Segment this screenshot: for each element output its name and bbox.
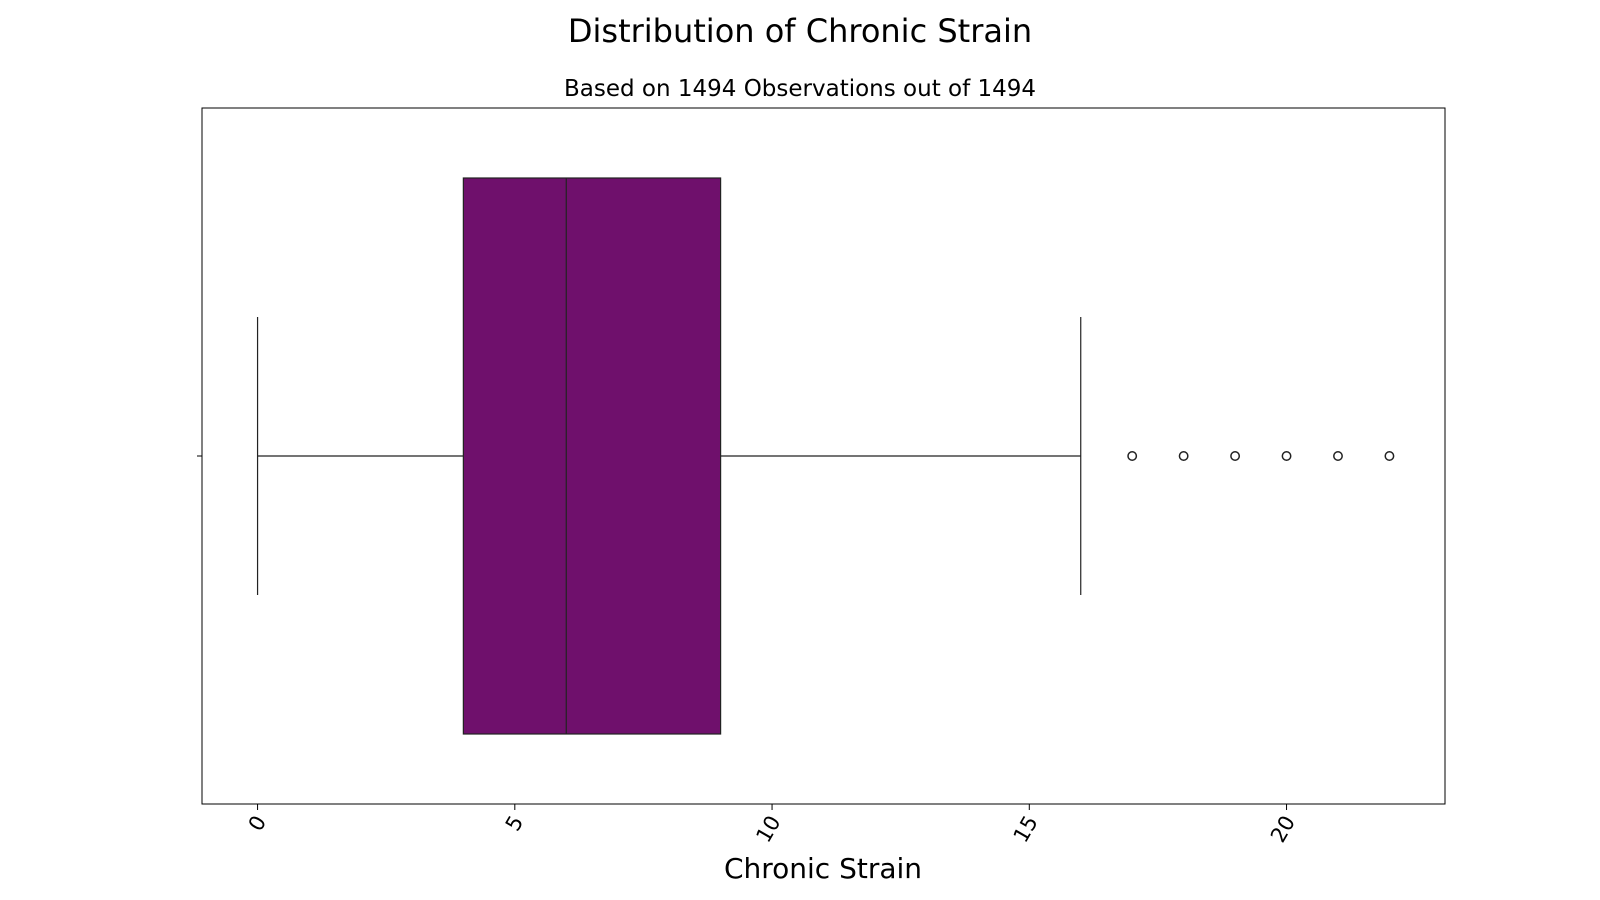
chart-title: Distribution of Chronic Strain (567, 12, 1033, 50)
x-tick-label: 5 (501, 812, 528, 836)
chart-subtitle: Based on 1494 Observations out of 1494 (563, 76, 1037, 102)
outlier-point (1230, 451, 1241, 461)
outlier-point (1333, 451, 1343, 461)
plot-layer: 0 5 10 15 20 (197, 107, 1446, 847)
outlier-point (1127, 451, 1138, 461)
x-axis-label: Chronic Strain (724, 852, 922, 885)
outlier-point (1178, 451, 1189, 461)
x-tick-label: 10 (751, 812, 785, 847)
x-tick-label: 15 (1009, 812, 1043, 847)
outlier-point (1281, 451, 1292, 461)
x-tick-label: 0 (244, 812, 271, 836)
iqr-box (462, 177, 722, 735)
x-tick-label: 20 (1266, 812, 1300, 847)
outlier-point (1384, 451, 1395, 461)
